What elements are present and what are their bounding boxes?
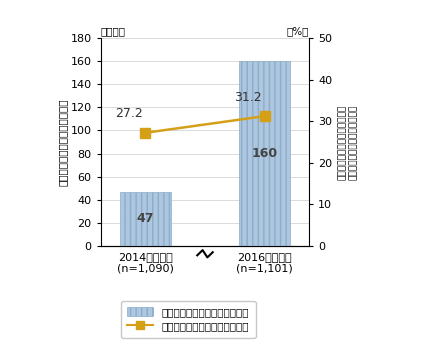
Legend: 既に取組を推進している団体数, 取組を行っている団体数の比率: 既に取組を推進している団体数, 取組を行っている団体数の比率 [121, 301, 256, 338]
Text: 27.2: 27.2 [115, 107, 143, 120]
Text: 47: 47 [137, 212, 154, 225]
Text: （%）: （%） [287, 26, 309, 36]
Y-axis label: 取組を行っている団体数の比率
（検討中、情報収集段階含む）: 取組を行っている団体数の比率 （検討中、情報収集段階含む） [338, 104, 357, 180]
Y-axis label: 既に取組を推進している団体数: 既に取組を推進している団体数 [58, 98, 68, 186]
Text: 31.2: 31.2 [234, 91, 262, 104]
Text: 160: 160 [252, 147, 278, 160]
Bar [239, 61, 290, 246]
Text: （団体）: （団体） [101, 26, 126, 36]
Bar [120, 192, 171, 246]
